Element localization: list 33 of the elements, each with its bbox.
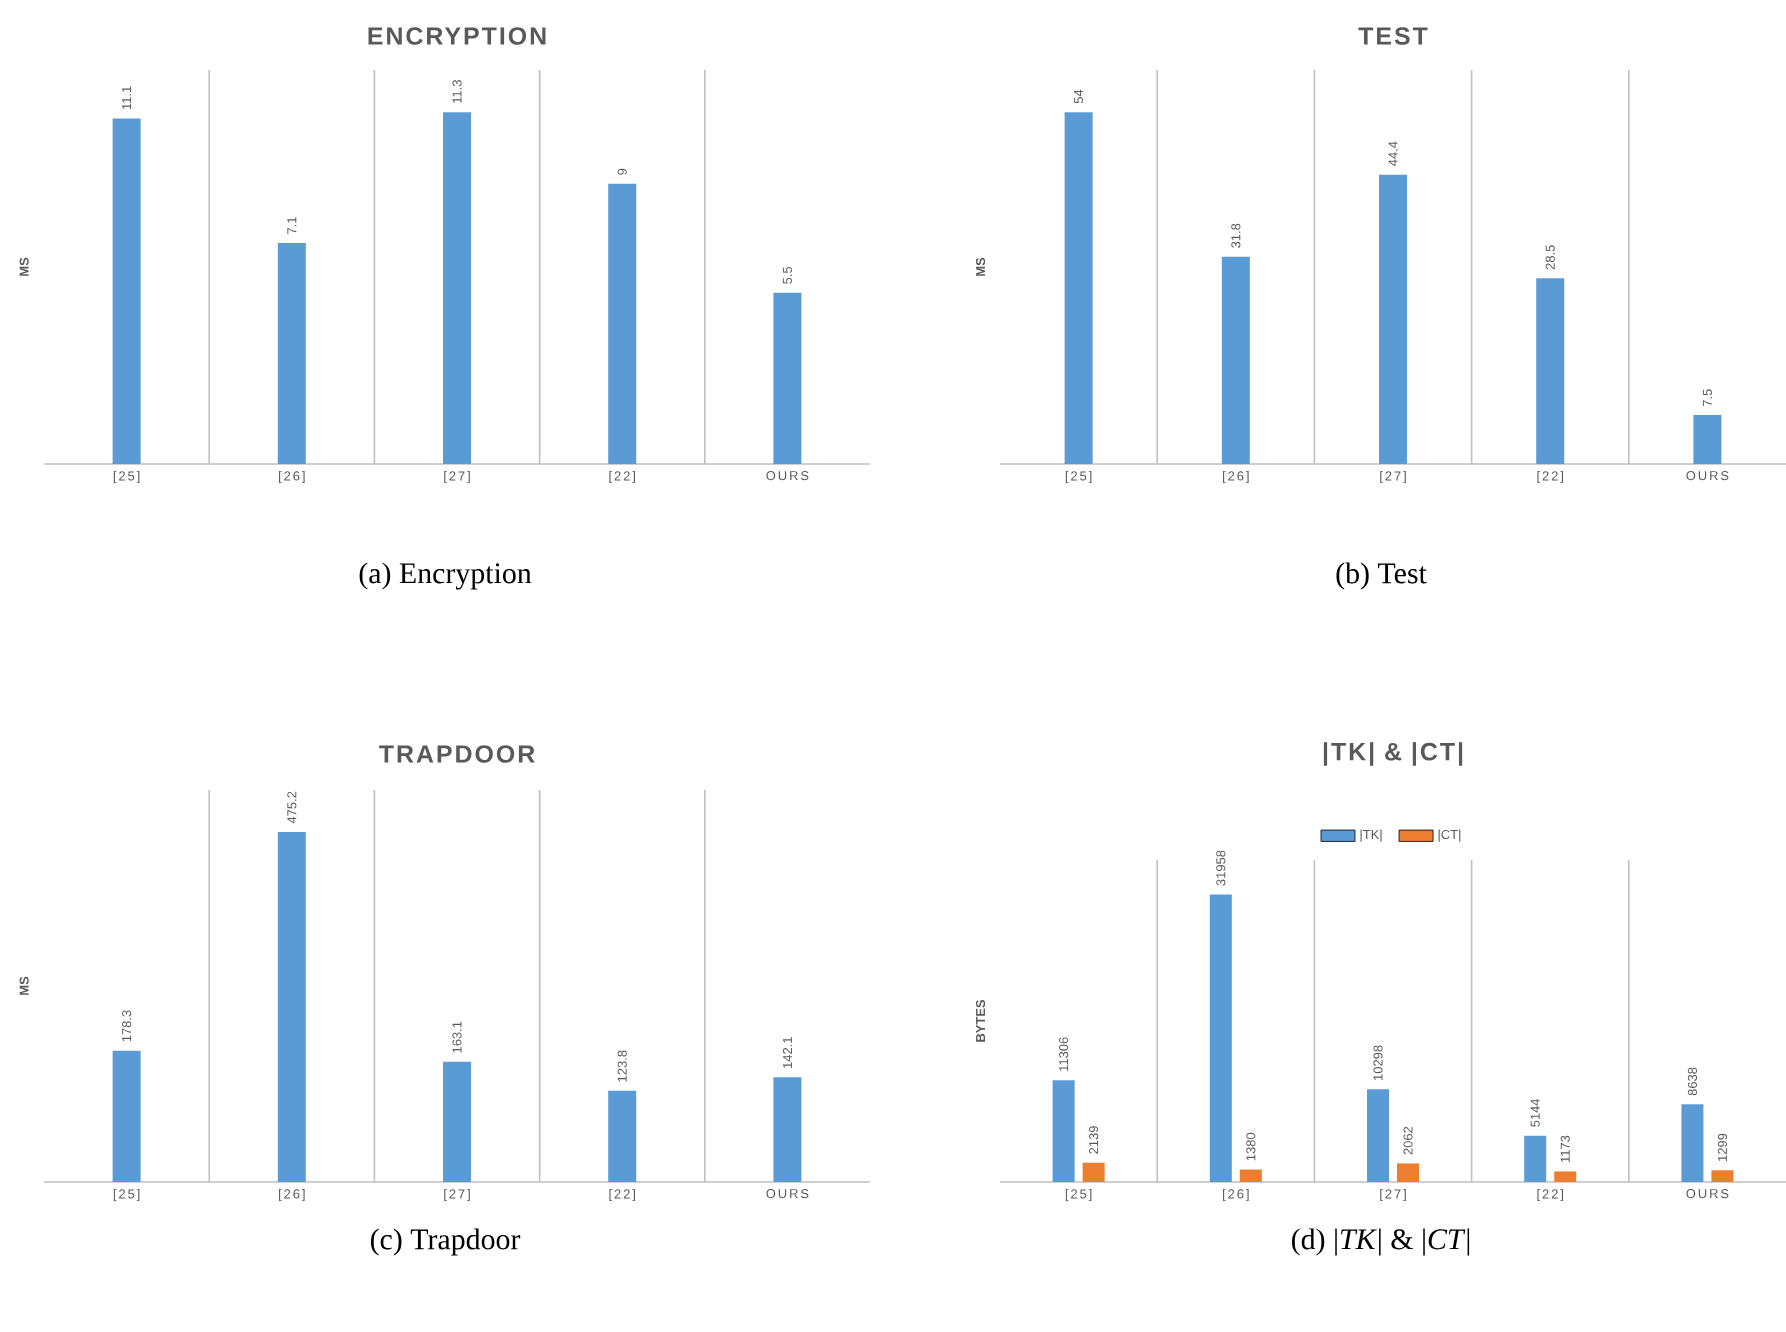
bar (1379, 174, 1408, 464)
bar (112, 1050, 141, 1182)
chart-title: TEST (1358, 27, 1428, 45)
bar (1052, 1080, 1075, 1182)
text: (a) Encryption (359, 562, 532, 590)
bar (1554, 1171, 1577, 1182)
bar (1693, 415, 1722, 464)
bar (1711, 1170, 1734, 1182)
chart-title: TRAPDOOR (379, 745, 535, 763)
text: (d) |TK| & |CT| (1292, 1228, 1470, 1256)
bar (1536, 278, 1565, 464)
bar (1082, 1162, 1105, 1182)
chart-title: |TK| & |CT| (1323, 742, 1463, 766)
bar (1209, 894, 1232, 1182)
bar (112, 118, 141, 464)
bar (773, 1077, 802, 1182)
bar (1397, 1163, 1420, 1182)
text: (b) Test (1336, 562, 1427, 590)
bar (1239, 1169, 1262, 1182)
bar (277, 242, 306, 464)
text: (c) Trapdoor (370, 1228, 521, 1256)
bar (1064, 112, 1093, 464)
bar (277, 831, 306, 1182)
bar (608, 1090, 637, 1182)
bar (1221, 256, 1250, 464)
chart-title: ENCRYPTION (368, 27, 546, 45)
bar (443, 112, 472, 464)
bar (608, 183, 637, 464)
bar (1524, 1135, 1547, 1182)
bar (1367, 1089, 1390, 1182)
bar (443, 1061, 472, 1182)
bar (773, 292, 802, 464)
bar (1681, 1104, 1704, 1182)
